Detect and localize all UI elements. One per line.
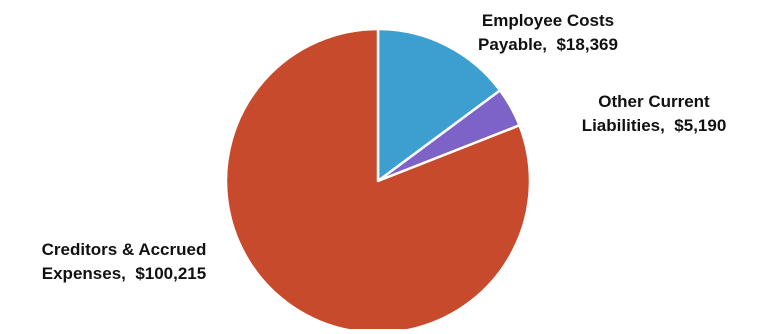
slice-label: Employee Costs Payable, $18,369 <box>478 11 618 54</box>
slice-label-line: Liabilities, $5,190 <box>582 116 727 135</box>
slice-label-line: Other Current <box>598 92 710 111</box>
slice-label-line: Creditors & Accrued <box>42 240 207 259</box>
slice-label-line: Employee Costs <box>482 11 614 30</box>
slice-label-line: Payable, $18,369 <box>478 35 618 54</box>
pie-labels: Employee Costs Payable, $18,369 Other Curr… <box>42 11 727 283</box>
slice-label-line: Expenses, $100,215 <box>42 264 206 283</box>
pie-slice <box>376 27 502 183</box>
pie-slices <box>224 27 532 334</box>
slice-label: Creditors & Accrued Expenses, $100,215 <box>42 240 207 283</box>
pie-slice <box>224 27 532 334</box>
slice-label: Other Current Liabilities, $5,190 <box>582 92 727 135</box>
